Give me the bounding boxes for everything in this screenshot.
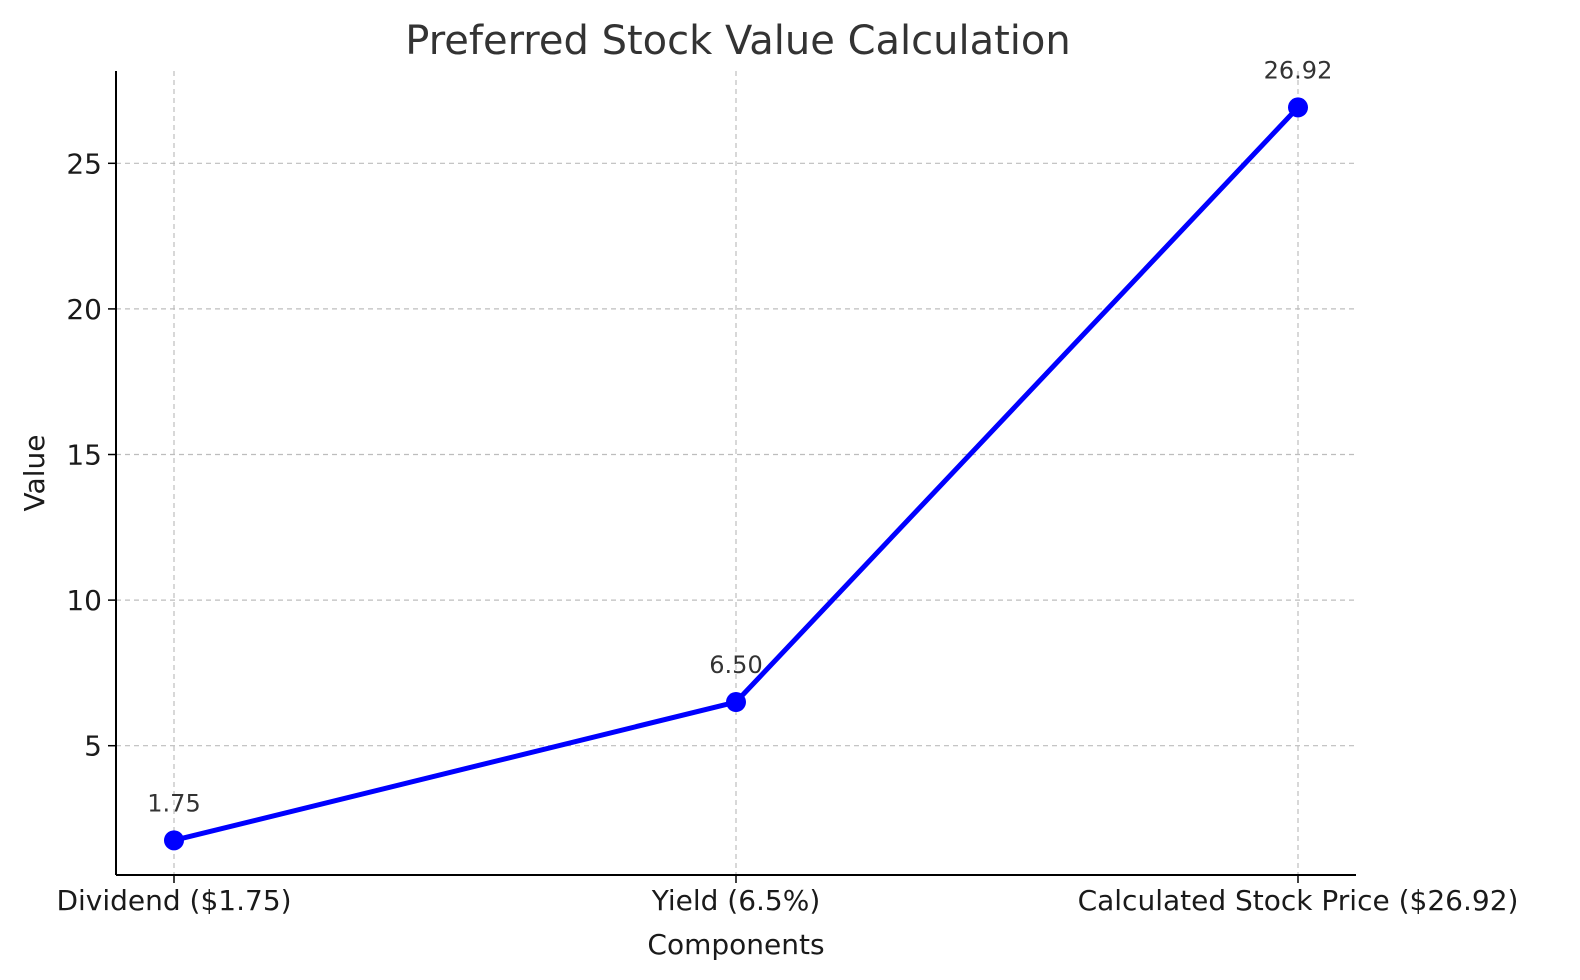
y-tick-label: 5 (84, 730, 102, 763)
data-point (164, 830, 184, 851)
y-axis-ticks: 5 10 15 20 25 (66, 147, 116, 763)
data-label: 6.50 (709, 651, 762, 679)
series-markers (164, 97, 1308, 851)
chart-title: Preferred Stock Value Calculation (405, 18, 1070, 64)
data-label: 26.92 (1264, 56, 1333, 84)
x-grid-lines (173, 71, 1299, 875)
data-point (726, 692, 746, 713)
y-tick-label: 10 (66, 584, 102, 617)
y-tick-label: 25 (66, 147, 102, 180)
x-axis-label: Components (647, 928, 824, 961)
y-tick-label: 20 (66, 293, 102, 326)
x-tick-label: Yield (6.5%) (651, 884, 821, 917)
x-tick-label: Calculated Stock Price ($26.92) (1078, 884, 1519, 917)
data-label: 1.75 (147, 789, 200, 817)
y-axis-label: Value (18, 435, 51, 512)
data-labels: 1.75 6.50 26.92 (147, 56, 1332, 817)
x-tick-label: Dividend ($1.75) (56, 884, 291, 917)
y-tick-label: 15 (66, 439, 102, 472)
x-axis-ticks: Dividend ($1.75) Yield (6.5%) Calculated S… (56, 875, 1518, 917)
data-point (1288, 97, 1308, 118)
